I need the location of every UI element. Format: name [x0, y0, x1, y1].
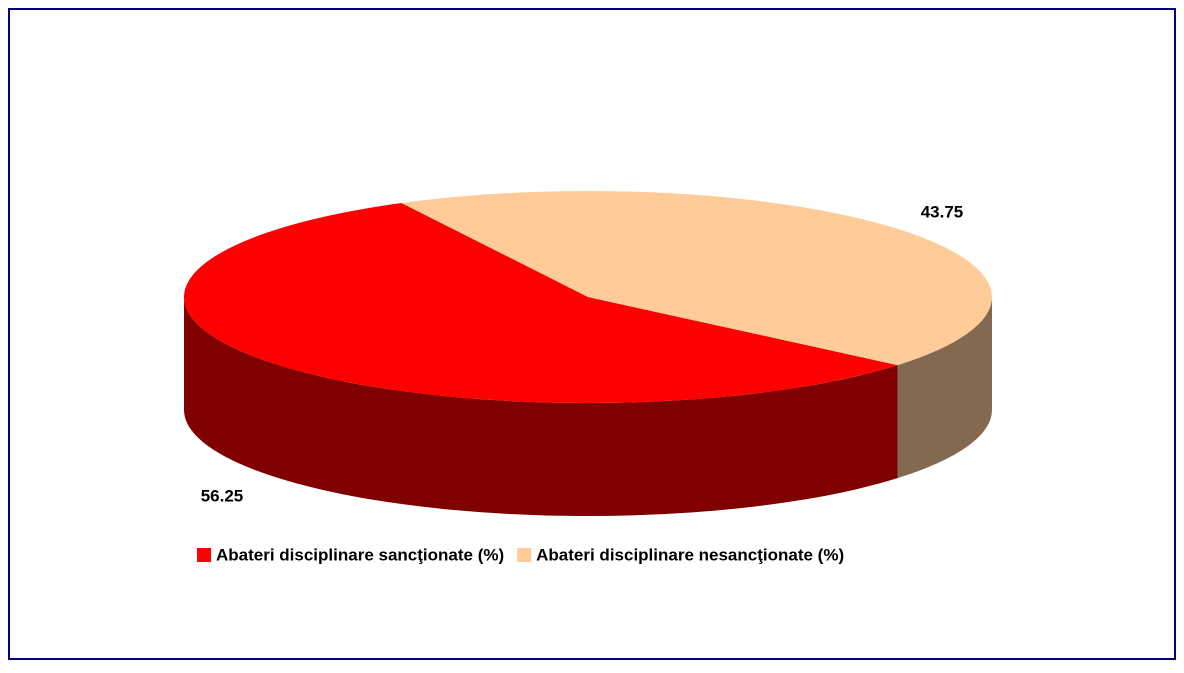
- legend-swatch: [517, 548, 532, 562]
- slice-side: [184, 297, 898, 516]
- slice-side: [897, 297, 992, 479]
- legend-swatch: [197, 548, 211, 562]
- legend-label: Abateri disciplinare nesancţionate (%): [536, 545, 844, 564]
- data-label: 56.25: [201, 486, 244, 505]
- slice: [183, 202, 898, 404]
- data-label: 43.75: [921, 202, 964, 221]
- legend-label: Abateri disciplinare sancţionate (%): [216, 545, 504, 564]
- slice: [401, 191, 992, 366]
